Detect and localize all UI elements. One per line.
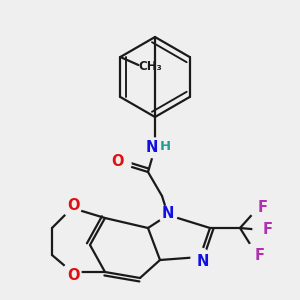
Text: CH₃: CH₃ (139, 61, 162, 74)
Text: N: N (162, 206, 174, 220)
Circle shape (63, 263, 81, 281)
Circle shape (63, 199, 81, 217)
Text: H: H (159, 140, 171, 152)
Text: N: N (146, 140, 158, 155)
Text: O: O (67, 268, 79, 284)
Text: F: F (255, 248, 265, 262)
Text: N: N (197, 254, 209, 268)
Circle shape (191, 248, 209, 266)
Circle shape (246, 243, 264, 261)
Text: O: O (112, 154, 124, 169)
Circle shape (159, 206, 177, 224)
Circle shape (113, 155, 131, 173)
Circle shape (253, 221, 271, 239)
Circle shape (145, 138, 165, 158)
Text: F: F (258, 200, 268, 214)
Circle shape (249, 199, 267, 217)
Text: F: F (263, 223, 273, 238)
Text: O: O (67, 197, 79, 212)
